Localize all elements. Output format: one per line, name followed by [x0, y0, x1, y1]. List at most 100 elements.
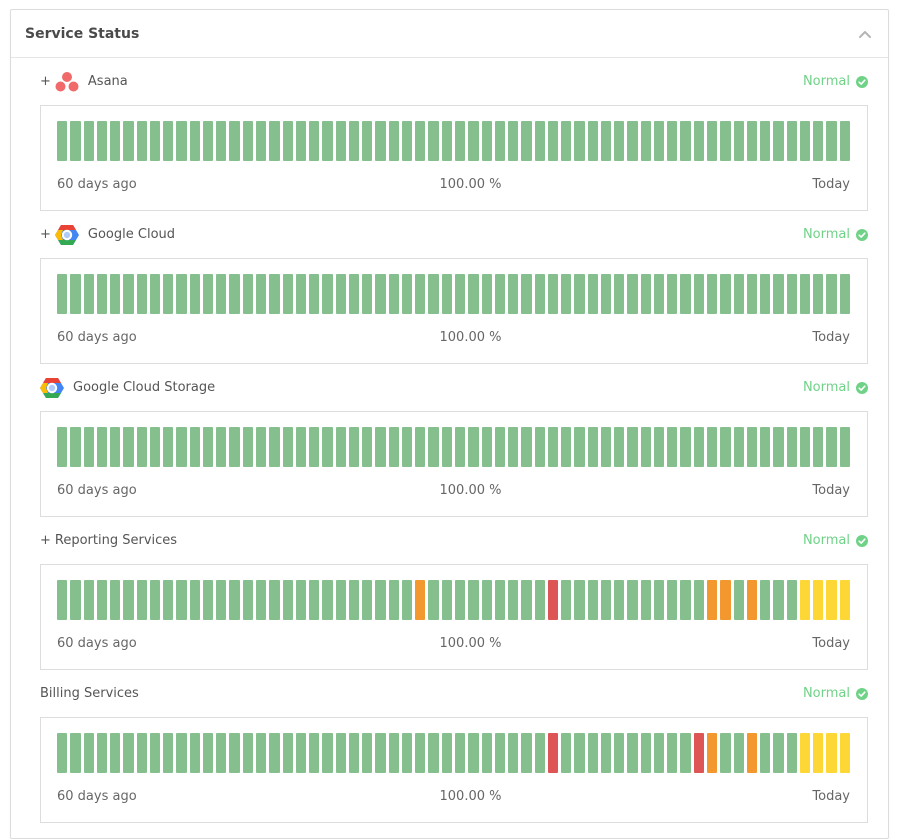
day-bar-up[interactable] [415, 733, 426, 773]
day-bar-up[interactable] [640, 580, 651, 620]
day-bar-up[interactable] [746, 121, 758, 161]
day-bar-up[interactable] [401, 274, 413, 314]
day-bar-up[interactable] [375, 121, 386, 161]
day-bar-up[interactable] [163, 274, 174, 314]
day-bar-up[interactable] [600, 274, 612, 314]
day-bar-up[interactable] [255, 274, 267, 314]
day-bar-up[interactable] [269, 274, 280, 314]
day-bar-up[interactable] [176, 121, 187, 161]
day-bar-up[interactable] [96, 121, 108, 161]
day-bar-up[interactable] [680, 580, 691, 620]
day-bar-up[interactable] [57, 580, 68, 620]
day-bar-up[interactable] [176, 733, 187, 773]
day-bar-up[interactable] [481, 427, 492, 467]
day-bar-up[interactable] [494, 427, 506, 467]
day-bar-up[interactable] [335, 427, 346, 467]
day-bar-up[interactable] [574, 427, 585, 467]
day-bar-up[interactable] [362, 580, 373, 620]
day-bar-up[interactable] [428, 733, 439, 773]
expand-toggle[interactable]: + [40, 533, 51, 548]
day-bar-up[interactable] [667, 733, 678, 773]
day-bar-up[interactable] [760, 580, 771, 620]
day-bar-up[interactable] [481, 274, 492, 314]
day-bar-up[interactable] [57, 121, 68, 161]
day-bar-up[interactable] [388, 733, 399, 773]
day-bar-up[interactable] [653, 580, 665, 620]
day-bar-up[interactable] [388, 274, 399, 314]
day-bar-up[interactable] [70, 733, 81, 773]
day-bar-up[interactable] [534, 121, 545, 161]
day-bar-up[interactable] [534, 733, 545, 773]
day-bar-up[interactable] [401, 580, 413, 620]
day-bar-up[interactable] [96, 274, 108, 314]
day-bar-up[interactable] [309, 580, 320, 620]
day-bar-up[interactable] [348, 580, 360, 620]
day-bar-up[interactable] [269, 121, 280, 161]
day-bar-up[interactable] [242, 427, 253, 467]
day-bar-up[interactable] [189, 121, 200, 161]
day-bar-up[interactable] [163, 733, 174, 773]
day-bar-up[interactable] [282, 733, 293, 773]
day-bar-up[interactable] [216, 121, 227, 161]
day-bar-up[interactable] [202, 427, 214, 467]
day-bar-up[interactable] [123, 580, 134, 620]
day-bar-up[interactable] [348, 427, 360, 467]
day-bar-up[interactable] [561, 274, 572, 314]
day-bar-up[interactable] [176, 580, 187, 620]
day-bar-up[interactable] [707, 274, 718, 314]
day-bar-up[interactable] [667, 580, 678, 620]
day-bar-up[interactable] [481, 121, 492, 161]
day-bar-up[interactable] [640, 733, 651, 773]
day-bar-up[interactable] [110, 733, 121, 773]
day-bar-up[interactable] [269, 580, 280, 620]
day-bar-up[interactable] [587, 733, 598, 773]
day-bar-up[interactable] [123, 274, 134, 314]
day-bar-up[interactable] [216, 427, 227, 467]
day-bar-up[interactable] [760, 733, 771, 773]
day-bar-up[interactable] [176, 427, 187, 467]
day-bar-up[interactable] [468, 580, 479, 620]
day-bar-up[interactable] [149, 121, 161, 161]
day-bar-major[interactable] [547, 733, 559, 773]
day-bar-up[interactable] [614, 580, 625, 620]
day-bar-up[interactable] [229, 733, 240, 773]
day-bar-up[interactable] [614, 427, 625, 467]
day-bar-up[interactable] [269, 733, 280, 773]
day-bar-up[interactable] [799, 121, 811, 161]
day-bar-up[interactable] [733, 733, 744, 773]
day-bar-up[interactable] [667, 121, 678, 161]
day-bar-up[interactable] [653, 427, 665, 467]
day-bar-up[interactable] [282, 121, 293, 161]
day-bar-up[interactable] [309, 121, 320, 161]
day-bar-up[interactable] [707, 121, 718, 161]
day-bar-up[interactable] [746, 427, 758, 467]
day-bar-up[interactable] [441, 427, 452, 467]
day-bar-minor[interactable] [720, 580, 731, 620]
day-bar-up[interactable] [255, 733, 267, 773]
day-bar-up[interactable] [348, 733, 360, 773]
day-bar-up[interactable] [627, 580, 638, 620]
day-bar-up[interactable] [348, 274, 360, 314]
day-bar-up[interactable] [561, 733, 572, 773]
day-bar-up[interactable] [627, 427, 638, 467]
day-bar-up[interactable] [839, 427, 850, 467]
day-bar-up[interactable] [309, 733, 320, 773]
day-bar-up[interactable] [773, 580, 784, 620]
day-bar-up[interactable] [216, 580, 227, 620]
day-bar-up[interactable] [561, 427, 572, 467]
day-bar-up[interactable] [799, 427, 811, 467]
day-bar-up[interactable] [428, 580, 439, 620]
day-bar-up[interactable] [799, 274, 811, 314]
day-bar-up[interactable] [481, 733, 492, 773]
day-bar-up[interactable] [481, 580, 492, 620]
day-bar-up[interactable] [720, 274, 731, 314]
day-bar-up[interactable] [746, 274, 758, 314]
day-bar-up[interactable] [720, 121, 731, 161]
day-bar-up[interactable] [627, 121, 638, 161]
day-bar-up[interactable] [574, 121, 585, 161]
day-bar-up[interactable] [362, 427, 373, 467]
day-bar-up[interactable] [189, 427, 200, 467]
day-bar-up[interactable] [786, 121, 797, 161]
day-bar-up[interactable] [574, 274, 585, 314]
day-bar-up[interactable] [388, 427, 399, 467]
